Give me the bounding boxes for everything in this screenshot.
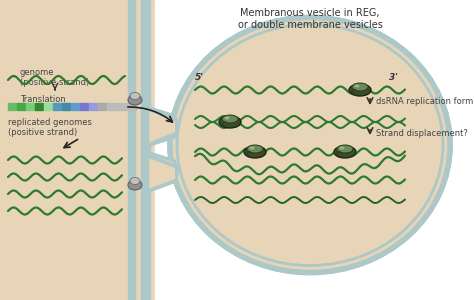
- Ellipse shape: [339, 146, 345, 149]
- Ellipse shape: [170, 17, 450, 272]
- Ellipse shape: [130, 178, 140, 184]
- Polygon shape: [143, 108, 175, 145]
- Polygon shape: [143, 109, 175, 145]
- Ellipse shape: [222, 115, 238, 123]
- Ellipse shape: [128, 180, 142, 190]
- Polygon shape: [143, 105, 178, 148]
- Bar: [128, 0, 135, 300]
- Bar: [89, 103, 98, 110]
- Ellipse shape: [130, 92, 140, 100]
- Ellipse shape: [334, 146, 356, 158]
- Text: dsRNA replication form?: dsRNA replication form?: [376, 98, 474, 106]
- Ellipse shape: [225, 116, 229, 119]
- Ellipse shape: [349, 84, 371, 96]
- Bar: [445, 0, 451, 300]
- Bar: [71, 103, 80, 110]
- Polygon shape: [143, 153, 175, 189]
- Bar: [44, 103, 53, 110]
- Bar: [141, 0, 148, 300]
- Text: Strand displacement?: Strand displacement?: [376, 128, 468, 137]
- Bar: [451, 0, 458, 300]
- Text: replicated genomes
(positive strand): replicated genomes (positive strand): [8, 118, 92, 137]
- Bar: [8, 103, 17, 110]
- Text: 3': 3': [389, 73, 398, 82]
- Bar: [98, 103, 107, 110]
- Text: genome
(positive strand): genome (positive strand): [20, 68, 89, 87]
- Bar: [80, 103, 89, 110]
- Ellipse shape: [244, 146, 266, 158]
- Bar: [438, 0, 445, 300]
- Text: Translation: Translation: [20, 95, 66, 104]
- Bar: [130, 0, 137, 300]
- Polygon shape: [143, 105, 178, 148]
- Bar: [155, 0, 474, 300]
- Ellipse shape: [219, 116, 241, 128]
- Ellipse shape: [247, 145, 263, 153]
- Bar: [26, 103, 35, 110]
- Ellipse shape: [337, 145, 353, 153]
- Bar: [53, 103, 62, 110]
- Ellipse shape: [249, 146, 255, 149]
- Bar: [62, 103, 71, 110]
- Text: 5': 5': [195, 73, 204, 82]
- Polygon shape: [143, 156, 175, 191]
- Bar: [143, 0, 150, 300]
- Bar: [107, 103, 116, 110]
- Polygon shape: [143, 152, 178, 195]
- Bar: [17, 103, 26, 110]
- Ellipse shape: [355, 85, 359, 88]
- Text: Membranous vesicle in REG,
or double membrane vesicles: Membranous vesicle in REG, or double mem…: [237, 8, 383, 30]
- Bar: [0, 0, 155, 300]
- Ellipse shape: [128, 95, 142, 105]
- Bar: [35, 103, 44, 110]
- Ellipse shape: [170, 17, 450, 272]
- Bar: [137, 0, 143, 300]
- Bar: [0, 0, 143, 300]
- Bar: [116, 103, 136, 110]
- Ellipse shape: [352, 83, 368, 91]
- Polygon shape: [143, 150, 178, 192]
